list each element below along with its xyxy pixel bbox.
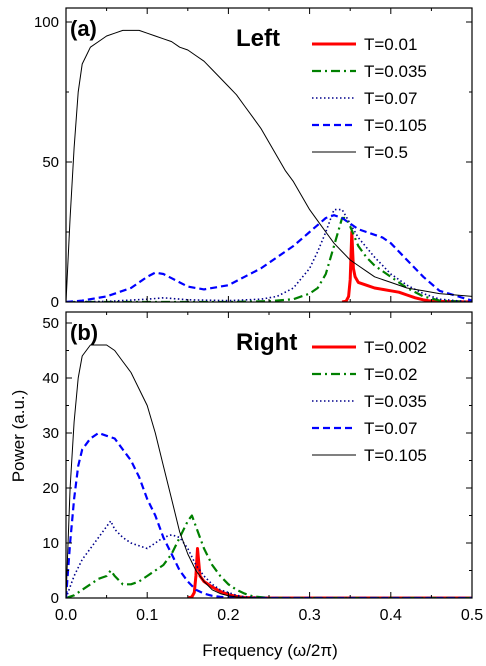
panel-b-legend-label-0: T=0.002 <box>364 338 427 357</box>
panel-b-x-tick-label: 0.5 <box>461 607 483 624</box>
panel-a-legend-label-1: T=0.035 <box>364 62 427 81</box>
panel-b-series <box>66 344 472 598</box>
panel-b-y-tick-label: 20 <box>42 480 59 497</box>
panel-b-label: (b) <box>70 320 98 345</box>
panel-a-series-line-2 <box>66 208 472 302</box>
panel-b-y-tick-label: 50 <box>42 315 59 332</box>
panel-b-series-line-2 <box>66 520 472 598</box>
panel-b-y-tick-label: 0 <box>51 590 59 607</box>
panel-b-x-tick-label: 0.3 <box>298 607 320 624</box>
panel-b-legend-label-2: T=0.035 <box>364 392 427 411</box>
panel-b-x-tick-label: 0.1 <box>136 607 158 624</box>
panel-b-y-tick-label: 30 <box>42 425 59 442</box>
panel-b-series-line-3 <box>66 431 472 598</box>
panel-b-x-tick-label: 0.0 <box>55 607 77 624</box>
panel-a-y-tick-label: 0 <box>51 294 59 311</box>
x-axis-label: Frequency (ω/2π) <box>202 641 338 660</box>
panel-a-series-line-3 <box>66 214 472 302</box>
panel-a-legend-label-3: T=0.105 <box>364 116 427 135</box>
panel-a-y-tick-label: 100 <box>34 14 59 31</box>
panel-b-x-tick-label: 0.4 <box>380 607 402 624</box>
panel-a-series-line-0 <box>341 230 472 302</box>
panel-b-series-line-4 <box>66 344 472 598</box>
panel-a-label: (a) <box>70 16 97 41</box>
panel-a-title: Left <box>236 25 280 52</box>
panel-b-series-line-0 <box>187 547 472 598</box>
panel-b-y-tick-label: 10 <box>42 535 59 552</box>
panel-b-legend-label-3: T=0.07 <box>364 419 417 438</box>
panel-a-series-line-1 <box>66 216 472 302</box>
panel-a-y-tick-label: 50 <box>42 154 59 171</box>
panel-a-legend-label-2: T=0.07 <box>364 89 417 108</box>
panel-b-legend: T=0.002 T=0.02 T=0.035 T=0.07 T=0.105 <box>312 338 427 465</box>
panel-b-x-tick-label: 0.2 <box>217 607 239 624</box>
y-axis-label: Power (a.u.) <box>9 390 28 483</box>
panel-a-series <box>66 29 472 302</box>
panel-a-legend: T=0.01 T=0.035 T=0.07 T=0.105 T=0.5 <box>312 35 427 162</box>
panel-b-legend-label-4: T=0.105 <box>364 446 427 465</box>
panel-a-legend-label-4: T=0.5 <box>364 143 408 162</box>
panel-a-legend-label-0: T=0.01 <box>364 35 417 54</box>
panel-a-series-line-4 <box>66 29 472 302</box>
panel-b-y-tick-label: 40 <box>42 370 59 387</box>
panel-b-legend-label-1: T=0.02 <box>364 365 417 384</box>
panel-b-series-line-1 <box>66 514 472 598</box>
panel-b: 0.0 0.1 0.2 0.3 0.4 0.5 0 10 20 30 40 50 (b) Right T=0… <box>42 311 483 624</box>
panel-b-title: Right <box>236 329 297 356</box>
